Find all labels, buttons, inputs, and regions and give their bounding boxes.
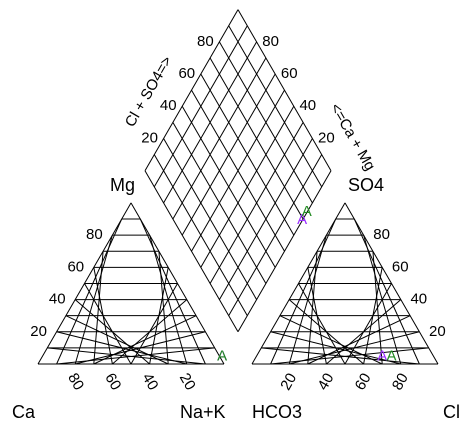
diamond-grid-line [163,41,258,204]
diamond-camg-tick: 80 [262,33,279,50]
anion-sample-marker: A [386,348,396,365]
anion-so4-tick: 20 [429,323,446,340]
anion-triangle-grid-line [288,299,364,365]
cation-mg-tick: 40 [49,291,66,308]
anion-sample-marker: A [377,348,387,365]
sample-markers: A AAA AA [217,203,396,365]
anion-triangle-grid-line [270,331,401,365]
cation-triangle-grid-line [149,267,169,365]
diamond-sample-marker: A [297,211,307,228]
cation-top-corner-label: Mg [110,175,135,195]
diamond-grid-line [228,25,323,188]
cation-triangle-grid-line [158,251,169,365]
grid-lines [37,9,439,365]
cation-mg-tick: 20 [30,323,47,340]
anion-cl-tick: 40 [314,370,337,393]
diamond-camg-tick: 40 [299,97,316,114]
anion-cl-tick: 80 [389,370,412,393]
anion-triangle-grid-line [363,267,383,365]
diamond-clso4-tick: 20 [141,129,158,146]
cation-ca-tick: 40 [139,370,162,393]
diamond-grid-line [200,73,295,236]
cation-ca-tick: 20 [176,370,199,393]
diamond-camg-tick: 20 [318,129,335,146]
anion-triangle-grid-line [372,251,383,365]
anion-triangle-grid-line [261,347,420,365]
anion-left-corner-label: HCO3 [252,402,302,422]
diamond-grid-line [172,57,267,220]
anion-so4-tick: 60 [392,258,409,275]
diamond-sample-marker: A [302,203,312,220]
cation-triangle-grid-line [56,331,187,365]
anion-triangle-grid-line [353,218,420,365]
diamond-grid-line [209,57,304,220]
cation-sample-marker: A [217,348,227,365]
cation-triangle-grid-line [65,315,169,365]
diamond-clso4-tick: 40 [160,97,177,114]
cation-sample-marker: A [217,348,227,365]
anion-cl-tick: 20 [277,370,300,393]
anion-so4-tick: 80 [373,226,390,243]
anion-right-corner-label: Cl [443,402,460,422]
cation-triangle-grid-line [139,218,206,365]
anion-cl-tick: 60 [352,370,375,393]
corner-labels: Ca Mg Na+K HCO3 SO4 Cl Cl + SO4=> <=Ca +… [12,53,460,422]
cation-mg-tick: 60 [67,258,84,275]
diamond-left-axis-title: Cl + SO4=> [122,53,176,130]
diamond-clso4-tick: 80 [197,33,214,50]
cation-triangle-grid-line [47,347,206,365]
anion-triangle-grid-line [298,283,346,365]
diamond-clso4-tick: 60 [178,65,195,82]
cation-mg-tick: 80 [86,226,103,243]
anion-so4-tick: 40 [410,291,427,308]
cation-ca-tick: 80 [64,370,87,393]
diamond-grid-line [218,41,313,204]
diamond-camg-tick: 60 [281,65,298,82]
cation-triangle-grid-line [149,234,188,365]
cation-triangle-grid-line [74,299,150,365]
anion-top-corner-label: SO4 [348,175,384,195]
cation-left-corner-label: Ca [12,402,36,422]
diamond-grid-line [191,89,285,252]
cation-ca-tick: 60 [101,370,124,393]
anion-triangle-grid-line [279,315,383,365]
cation-triangle-grid-line [84,283,132,365]
diamond-grid-line [181,73,276,236]
cation-right-corner-label: Na+K [180,402,226,422]
diamond-grid-line [153,25,248,188]
anion-triangle-grid-line [363,234,402,365]
